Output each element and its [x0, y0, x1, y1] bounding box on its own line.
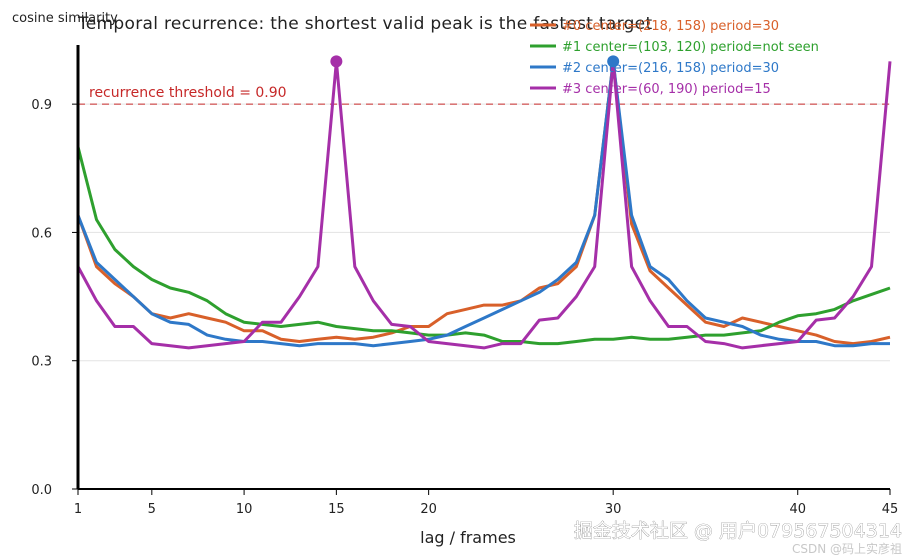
y-tick-label: 0.6 — [31, 226, 52, 241]
x-tick-label: 5 — [148, 502, 156, 517]
x-ticks: 1 5 10 15 20 30 40 45 — [74, 489, 898, 517]
peak-markers — [330, 55, 620, 68]
x-tick-label: 15 — [328, 502, 345, 517]
x-tick-label: 20 — [420, 502, 437, 517]
x-tick-label: 30 — [605, 502, 622, 517]
x-axis-label: lag / frames — [420, 528, 516, 547]
x-tick-label: 40 — [789, 502, 806, 517]
series-line-1 — [76, 146, 891, 346]
y-ticks: 0.0 0.3 0.6 0.9 — [31, 98, 78, 498]
axes — [76, 45, 890, 490]
legend-label-3: #3 center=(60, 190) period=15 — [562, 82, 771, 97]
series-line-0 — [76, 59, 891, 346]
legend-label-2: #2 center=(216, 158) period=30 — [562, 61, 779, 76]
legend: #0 center=(218, 158) period=30 #1 center=… — [530, 19, 819, 97]
legend-label-1: #1 center=(103, 120) period=not seen — [562, 40, 819, 55]
series-line-3 — [76, 59, 892, 350]
y-axis-label: cosine similarity — [12, 11, 118, 26]
y-tick-label: 0.9 — [31, 98, 52, 113]
series-lines — [76, 59, 892, 350]
x-tick-label: 1 — [74, 502, 82, 517]
y-tick-label: 0.3 — [31, 355, 52, 370]
peak-marker — [607, 55, 620, 68]
peak-marker — [330, 55, 343, 68]
watermark-main: 掘金技术社区 @ 用户079567504314 — [574, 520, 902, 542]
threshold-label: recurrence threshold = 0.90 — [89, 85, 287, 101]
series-line-2 — [76, 59, 890, 348]
chart-title: Temporal recurrence: the shortest valid … — [77, 14, 652, 34]
y-tick-label: 0.0 — [31, 483, 52, 498]
watermark-sub: CSDN @码上实彦祖 — [792, 541, 902, 556]
x-tick-label: 10 — [236, 502, 253, 517]
legend-label-0: #0 center=(218, 158) period=30 — [562, 19, 779, 34]
x-tick-label: 45 — [882, 502, 899, 517]
grid-lines — [78, 103, 890, 362]
